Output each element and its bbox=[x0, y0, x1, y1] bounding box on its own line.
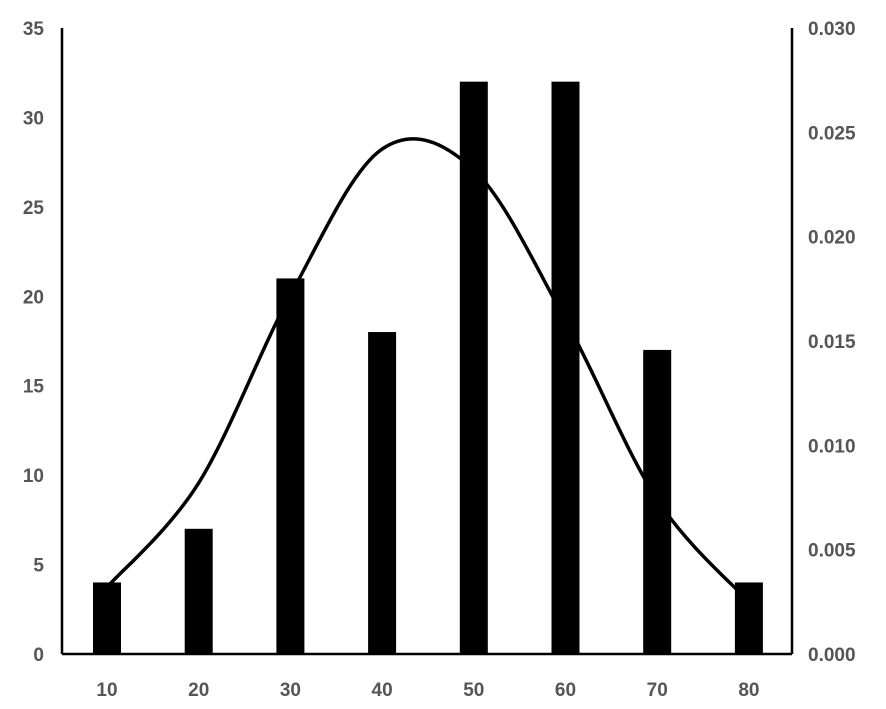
left-y-tick-label-20: 20 bbox=[23, 287, 44, 308]
right-y-tick-label-0.005: 0.005 bbox=[808, 541, 856, 562]
right-y-tick-labels: 0.000 0.005 0.010 0.015 0.020 0.025 0.030 bbox=[808, 19, 856, 666]
x-tick-label-80: 80 bbox=[738, 680, 759, 701]
right-y-tick-label-0.030: 0.030 bbox=[808, 19, 856, 40]
left-y-tick-label-10: 10 bbox=[23, 466, 44, 487]
left-y-tick-label-25: 25 bbox=[23, 198, 45, 219]
bar-group bbox=[93, 81, 763, 654]
left-y-tick-label-5: 5 bbox=[33, 556, 44, 577]
right-y-tick-label-0.010: 0.010 bbox=[808, 436, 856, 457]
bar-60 bbox=[551, 81, 580, 654]
bar-20 bbox=[184, 528, 213, 654]
bar-50 bbox=[459, 81, 488, 654]
right-y-tick-label-0.000: 0.000 bbox=[808, 645, 856, 666]
density-line-group bbox=[105, 137, 751, 604]
right-y-tick-label-0.025: 0.025 bbox=[808, 123, 856, 144]
x-tick-label-30: 30 bbox=[280, 680, 301, 701]
x-tick-label-50: 50 bbox=[463, 680, 484, 701]
left-y-tick-label-15: 15 bbox=[23, 377, 45, 398]
x-tick-label-60: 60 bbox=[555, 680, 576, 701]
x-tick-labels: 10 20 30 40 50 60 70 80 bbox=[96, 680, 759, 701]
left-y-tick-label-0: 0 bbox=[33, 645, 44, 666]
bar-40 bbox=[368, 332, 397, 654]
x-tick-label-70: 70 bbox=[647, 680, 668, 701]
bar-30 bbox=[276, 278, 305, 654]
density-line bbox=[105, 137, 751, 604]
left-y-tick-labels: 0 5 10 15 20 25 30 35 bbox=[23, 19, 45, 666]
x-tick-label-10: 10 bbox=[96, 680, 117, 701]
right-y-tick-label-0.020: 0.020 bbox=[808, 228, 856, 249]
left-y-tick-label-30: 30 bbox=[23, 108, 44, 129]
x-tick-label-20: 20 bbox=[188, 680, 209, 701]
x-tick-label-40: 40 bbox=[372, 680, 393, 701]
left-y-tick-label-35: 35 bbox=[23, 19, 45, 40]
bar-10 bbox=[93, 582, 121, 654]
right-y-tick-label-0.015: 0.015 bbox=[808, 332, 856, 353]
